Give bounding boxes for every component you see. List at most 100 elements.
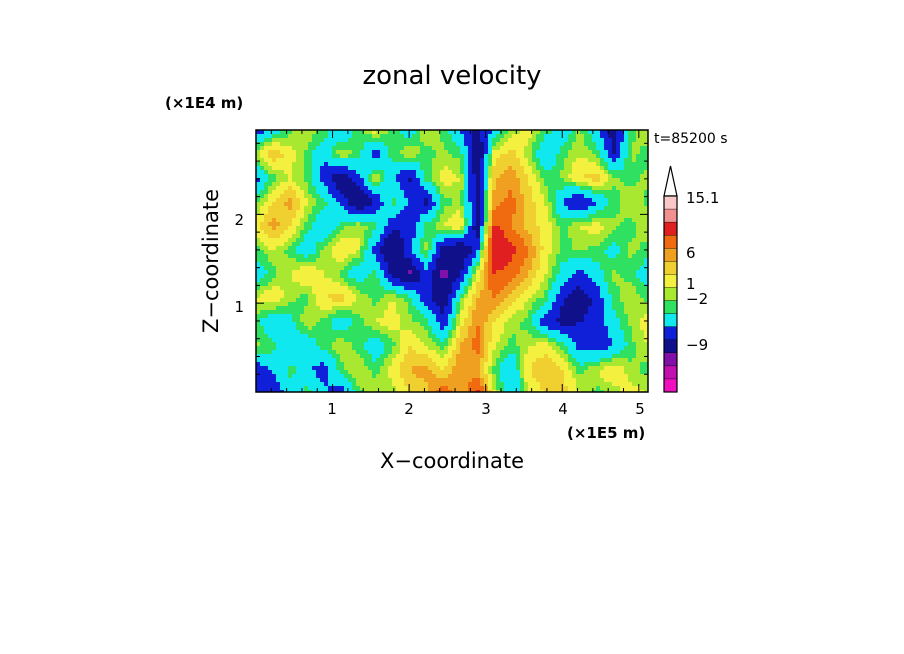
field-cell xyxy=(444,266,449,271)
field-cell xyxy=(580,186,585,191)
field-cell xyxy=(548,166,553,171)
field-cell xyxy=(456,218,461,223)
field-cell xyxy=(320,146,325,151)
field-cell xyxy=(344,134,349,139)
field-cell xyxy=(360,166,365,171)
field-cell xyxy=(356,218,361,223)
field-cell xyxy=(512,210,517,215)
field-cell xyxy=(292,238,297,243)
field-cell xyxy=(368,154,373,159)
field-cell xyxy=(364,134,369,139)
field-cell xyxy=(496,258,501,263)
field-cell xyxy=(352,322,357,327)
field-cell xyxy=(260,314,265,319)
field-cell xyxy=(456,302,461,307)
field-cell xyxy=(296,262,301,267)
field-cell xyxy=(428,130,433,135)
field-cell xyxy=(468,230,473,235)
field-cell xyxy=(572,150,577,155)
field-cell xyxy=(364,262,369,267)
field-cell xyxy=(508,270,513,275)
field-cell xyxy=(328,142,333,147)
field-cell xyxy=(520,194,525,199)
field-cell xyxy=(428,166,433,171)
field-cell xyxy=(596,226,601,231)
field-cell xyxy=(336,138,341,143)
field-cell xyxy=(392,162,397,167)
field-cell xyxy=(468,294,473,299)
field-cell xyxy=(560,218,565,223)
field-cell xyxy=(596,166,601,171)
field-cell xyxy=(340,290,345,295)
field-cell xyxy=(588,154,593,159)
field-cell xyxy=(364,174,369,179)
field-cell xyxy=(560,202,565,207)
field-cell xyxy=(268,254,273,259)
field-cell xyxy=(284,266,289,271)
field-cell xyxy=(392,194,397,199)
field-cell xyxy=(368,326,373,331)
field-cell xyxy=(260,166,265,171)
field-cell xyxy=(500,138,505,143)
field-cell xyxy=(588,218,593,223)
field-cell xyxy=(344,262,349,267)
field-cell xyxy=(320,162,325,167)
field-cell xyxy=(460,270,465,275)
field-cell xyxy=(592,138,597,143)
field-cell xyxy=(636,294,641,299)
field-cell xyxy=(408,266,413,271)
field-cell xyxy=(408,174,413,179)
field-cell xyxy=(640,206,645,211)
field-cell xyxy=(260,306,265,311)
field-cell xyxy=(396,282,401,287)
field-cell xyxy=(572,190,577,195)
field-cell xyxy=(532,174,537,179)
field-cell xyxy=(288,290,293,295)
field-cell xyxy=(644,186,648,191)
field-cell xyxy=(256,150,261,155)
field-cell xyxy=(620,230,625,235)
field-cell xyxy=(476,278,481,283)
field-cell xyxy=(352,282,357,287)
field-cell xyxy=(436,254,441,259)
field-cell xyxy=(324,298,329,303)
field-cell xyxy=(452,182,457,187)
field-cell xyxy=(388,318,393,323)
field-cell xyxy=(416,326,421,331)
field-cell xyxy=(360,266,365,271)
field-cell xyxy=(616,166,621,171)
field-cell xyxy=(272,286,277,291)
field-cell xyxy=(592,222,597,227)
field-cell xyxy=(528,178,533,183)
field-cell xyxy=(360,302,365,307)
field-cell xyxy=(276,326,281,331)
field-cell xyxy=(352,146,357,151)
field-cell xyxy=(564,142,569,147)
field-cell xyxy=(316,286,321,291)
field-cell xyxy=(536,150,541,155)
field-cell xyxy=(568,142,573,147)
field-cell xyxy=(536,170,541,175)
field-cell xyxy=(536,146,541,151)
field-cell xyxy=(428,170,433,175)
field-cell xyxy=(336,158,341,163)
field-cell xyxy=(308,226,313,231)
field-cell xyxy=(468,246,473,251)
field-cell xyxy=(520,146,525,151)
field-cell xyxy=(332,214,337,219)
field-cell xyxy=(640,302,645,307)
field-cell xyxy=(444,226,449,231)
field-cell xyxy=(572,226,577,231)
field-cell xyxy=(400,170,405,175)
field-cell xyxy=(328,226,333,231)
field-cell xyxy=(288,218,293,223)
field-cell xyxy=(312,310,317,315)
field-cell xyxy=(344,286,349,291)
field-cell xyxy=(316,202,321,207)
field-cell xyxy=(596,294,601,299)
field-cell xyxy=(516,170,521,175)
field-cell xyxy=(328,198,333,203)
field-cell xyxy=(636,262,641,267)
field-cell xyxy=(496,186,501,191)
field-cell xyxy=(352,330,357,335)
